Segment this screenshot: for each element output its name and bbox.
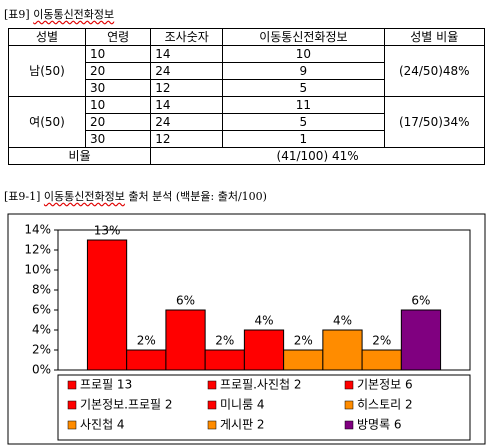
y-tick-label: 0% xyxy=(32,363,51,377)
y-tick-label: 4% xyxy=(32,323,51,337)
legend xyxy=(57,374,471,441)
bar xyxy=(243,329,285,371)
chart-frame xyxy=(7,213,486,445)
y-tick-label: 8% xyxy=(32,283,51,297)
value-label: 2% xyxy=(215,334,234,348)
legend-label: 미니룸 4 xyxy=(220,398,265,412)
legend-label: 기본정보.프로필 2 xyxy=(80,398,173,412)
table-row: 30 12 5 xyxy=(9,79,485,97)
table-row: 비율 (41/100) 41% xyxy=(7,147,485,165)
ratio-cell: (17/50)34% xyxy=(383,96,486,148)
value-label: 2% xyxy=(294,334,313,348)
caption-title: 이동통신전화정보 xyxy=(43,190,125,203)
caption-title: 이동통신전화정보 xyxy=(33,8,115,21)
chart-caption: [표9-1] 이동통신전화정보 출처 분석 (백분율: 출처/100) xyxy=(4,188,267,204)
legend-label: 게시판 2 xyxy=(220,418,265,432)
bar xyxy=(126,349,167,371)
legend-swatch xyxy=(207,420,217,430)
bar xyxy=(361,349,402,371)
table-caption: [표9] 이동통신전화정보 xyxy=(4,6,114,22)
legend-label: 프로필 13 xyxy=(80,378,132,392)
y-tick-label: 12% xyxy=(24,243,51,257)
legend-label: 히스토리 2 xyxy=(357,398,413,412)
legend-swatch xyxy=(67,400,77,410)
value-label: 4% xyxy=(333,314,352,328)
value-label: 2% xyxy=(137,334,156,348)
y-tick-label: 10% xyxy=(24,263,51,277)
gender-cell: 남(50) xyxy=(7,45,87,97)
legend-swatch xyxy=(344,380,354,390)
table-row: 남(50) 10 14 10 (24/50)48% xyxy=(7,45,486,97)
value-label: 13% xyxy=(94,224,121,238)
legend-label: 사진첩 4 xyxy=(80,418,125,432)
data-cell: 12 xyxy=(150,79,224,97)
bar xyxy=(86,239,128,371)
caption-label: [표9-1] xyxy=(4,190,41,203)
y-tick-label: 6% xyxy=(32,303,51,317)
caption-label: [표9] xyxy=(4,8,30,21)
legend-swatch xyxy=(207,380,217,390)
data-cell: 12 xyxy=(150,130,224,148)
y-tick-label: 2% xyxy=(32,343,51,357)
data-cell: 20 xyxy=(85,113,152,131)
total-label: 비율 xyxy=(7,147,152,165)
legend-swatch xyxy=(67,420,77,430)
bar xyxy=(165,309,206,371)
legend-swatch xyxy=(344,400,354,410)
value-label: 2% xyxy=(372,334,391,348)
data-table: 성별 연령 조사숫자 이동통신전화정보 성별 비율 남(50) 10 14 10 (24/50)4… xyxy=(7,28,486,165)
legend-label: 기본정보 6 xyxy=(357,378,413,392)
bar xyxy=(283,349,324,371)
bar xyxy=(400,309,442,371)
table-row: 20 24 9 xyxy=(9,62,485,80)
gender-cell: 여(50) xyxy=(7,96,87,148)
legend-swatch xyxy=(207,400,217,410)
value-label: 6% xyxy=(411,294,430,308)
legend-swatch xyxy=(67,380,77,390)
value-label: 4% xyxy=(254,314,273,328)
value-label: 6% xyxy=(176,294,195,308)
bar xyxy=(204,349,245,371)
total-value: (41/100) 41% xyxy=(150,147,485,165)
legend-swatch xyxy=(344,420,354,430)
caption-subtitle: 출처 분석 (백분율: 출처/100) xyxy=(128,190,267,203)
data-cell: 14 xyxy=(150,96,224,114)
bar xyxy=(322,329,363,371)
legend-label: 프로필.사진첩 2 xyxy=(220,378,302,392)
table-row: 여(50) 10 14 11 (17/50)34% xyxy=(7,96,486,148)
legend-label: 방명록 6 xyxy=(357,418,402,432)
y-tick-label: 14% xyxy=(24,223,51,237)
